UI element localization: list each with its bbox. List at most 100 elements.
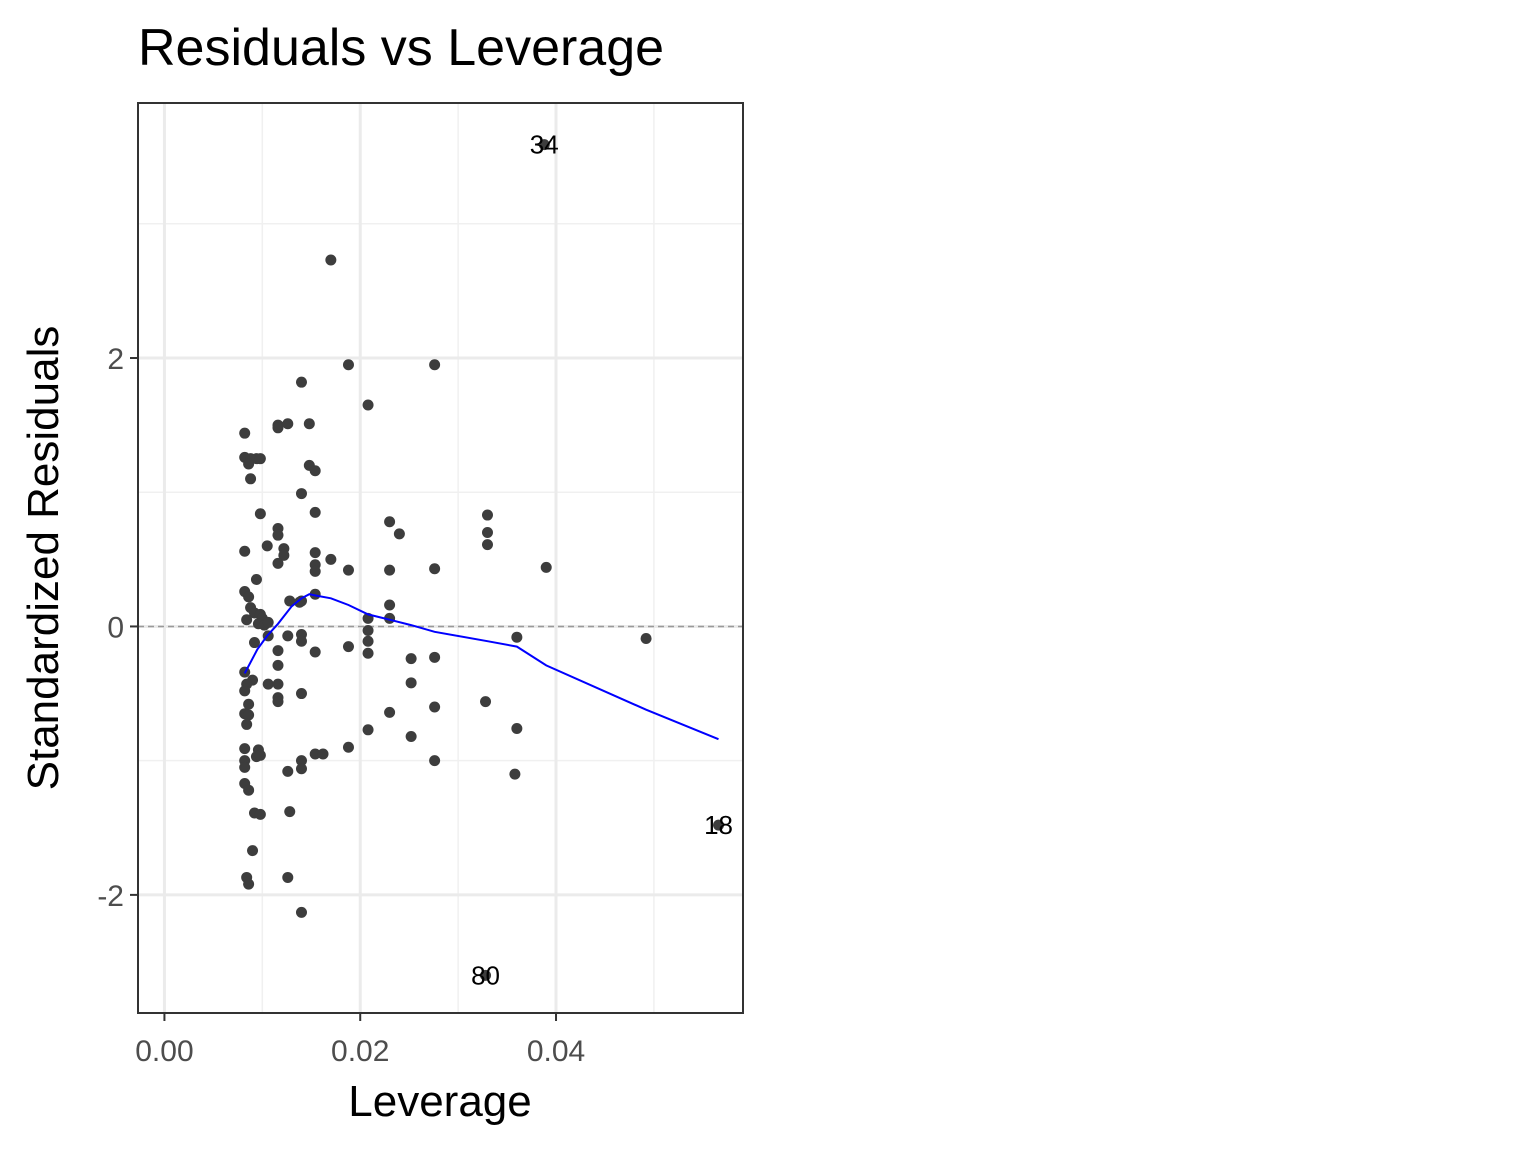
data-point bbox=[247, 845, 259, 857]
data-point bbox=[540, 561, 552, 573]
data-point bbox=[254, 453, 266, 465]
x-tick-label: 0.04 bbox=[527, 1035, 585, 1068]
smooth-line bbox=[243, 593, 719, 741]
data-point bbox=[429, 563, 441, 575]
x-tick-label: 0.00 bbox=[135, 1035, 193, 1068]
data-point bbox=[384, 599, 396, 611]
data-point bbox=[282, 418, 294, 430]
data-point bbox=[248, 637, 260, 649]
data-point bbox=[405, 653, 417, 665]
data-point bbox=[362, 624, 374, 636]
data-point bbox=[342, 564, 354, 576]
y-tick-label: -2 bbox=[97, 880, 124, 913]
data-point bbox=[538, 139, 550, 151]
data-point bbox=[284, 595, 296, 607]
data-point bbox=[272, 696, 284, 708]
data-point bbox=[278, 549, 290, 561]
data-point bbox=[362, 635, 374, 647]
x-tick-label: 0.02 bbox=[331, 1035, 389, 1068]
data-point bbox=[282, 871, 294, 883]
data-point bbox=[342, 741, 354, 753]
data-point bbox=[309, 565, 321, 577]
data-point bbox=[309, 748, 321, 760]
data-point bbox=[241, 718, 253, 730]
data-point bbox=[303, 418, 315, 430]
data-point bbox=[295, 906, 307, 918]
smooth-curve bbox=[243, 593, 719, 741]
data-point bbox=[295, 763, 307, 775]
data-point bbox=[254, 508, 266, 520]
chart-title: Residuals vs Leverage bbox=[138, 19, 664, 77]
data-point bbox=[509, 768, 521, 780]
data-point bbox=[272, 678, 284, 690]
data-point bbox=[393, 528, 405, 540]
data-point bbox=[262, 678, 274, 690]
data-point bbox=[481, 526, 493, 538]
data-point bbox=[254, 808, 266, 820]
data-point bbox=[429, 701, 441, 713]
y-axis-title: Standardized Residuals bbox=[19, 326, 68, 791]
data-point bbox=[384, 564, 396, 576]
data-point bbox=[309, 646, 321, 658]
data-point bbox=[362, 399, 374, 411]
data-point bbox=[429, 651, 441, 663]
data-point bbox=[640, 633, 652, 645]
data-point bbox=[481, 539, 493, 551]
data-point bbox=[272, 645, 284, 657]
plot-panel: 34 18 80 bbox=[137, 102, 744, 1014]
data-point bbox=[480, 696, 492, 708]
data-point bbox=[295, 755, 307, 767]
data-point bbox=[272, 529, 284, 541]
x-axis: 0.00 0.02 0.04 bbox=[135, 1013, 585, 1068]
point-labels: 34 18 80 bbox=[471, 130, 733, 991]
data-point bbox=[481, 509, 493, 521]
data-point bbox=[239, 545, 251, 557]
data-point bbox=[254, 749, 266, 761]
data-point bbox=[261, 540, 273, 552]
data-point bbox=[243, 458, 255, 470]
y-tick-label: 0 bbox=[107, 611, 124, 644]
data-point bbox=[295, 688, 307, 700]
data-point bbox=[384, 706, 396, 718]
data-point bbox=[429, 755, 441, 767]
data-point bbox=[243, 591, 255, 603]
data-point bbox=[295, 488, 307, 500]
data-point bbox=[272, 557, 284, 569]
data-point bbox=[405, 731, 417, 743]
data-point bbox=[511, 631, 523, 643]
data-point bbox=[309, 547, 321, 559]
data-point bbox=[480, 969, 492, 981]
data-point bbox=[511, 722, 523, 734]
data-points bbox=[239, 139, 725, 981]
data-point bbox=[309, 465, 321, 477]
data-point bbox=[245, 473, 257, 485]
point-label: 18 bbox=[704, 810, 733, 840]
data-point bbox=[243, 784, 255, 796]
data-point bbox=[317, 748, 329, 760]
data-point bbox=[325, 553, 337, 565]
data-point bbox=[294, 596, 306, 608]
data-point bbox=[405, 677, 417, 689]
y-tick-label: 2 bbox=[107, 343, 124, 376]
data-point bbox=[239, 427, 251, 439]
data-point bbox=[342, 641, 354, 653]
data-point bbox=[429, 359, 441, 371]
y-axis: -2 0 2 bbox=[97, 343, 138, 913]
data-point bbox=[239, 761, 251, 773]
data-point bbox=[250, 573, 262, 585]
data-point bbox=[342, 359, 354, 371]
point-label: 34 bbox=[530, 130, 559, 160]
data-point bbox=[284, 806, 296, 818]
data-point bbox=[295, 376, 307, 388]
data-point bbox=[384, 516, 396, 528]
point-label: 80 bbox=[471, 960, 500, 990]
data-point bbox=[241, 614, 253, 626]
data-point bbox=[362, 724, 374, 736]
data-point bbox=[272, 422, 284, 434]
data-point bbox=[713, 819, 725, 831]
data-point bbox=[295, 635, 307, 647]
data-point bbox=[362, 647, 374, 659]
data-point bbox=[243, 709, 255, 721]
data-point bbox=[282, 630, 294, 642]
data-point bbox=[262, 616, 274, 628]
